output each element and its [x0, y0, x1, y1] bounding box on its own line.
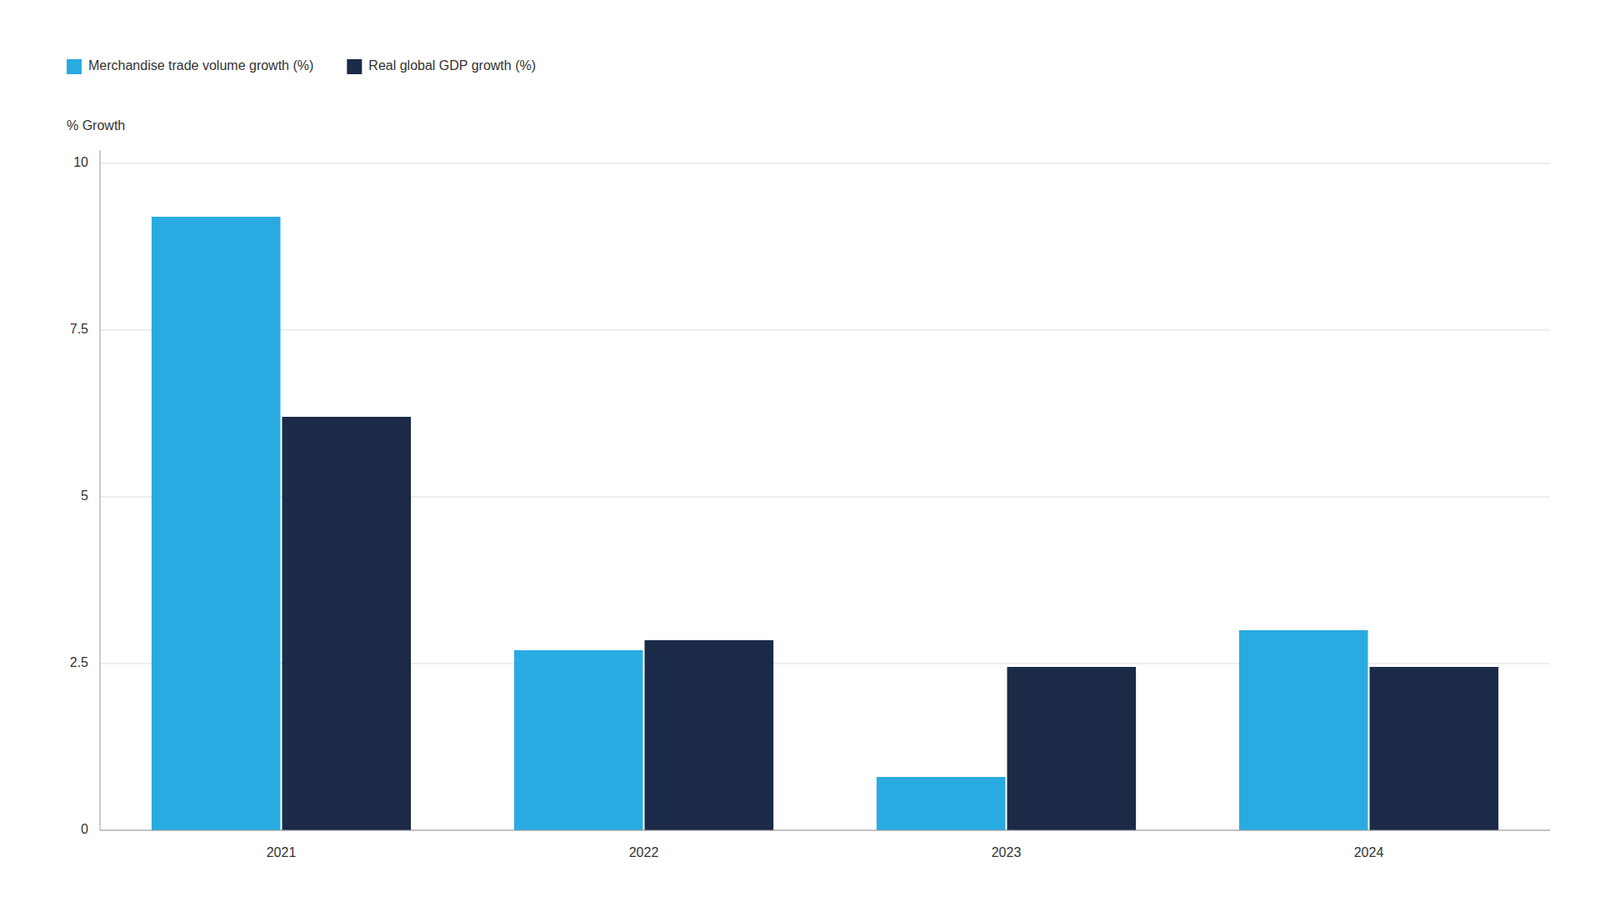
legend: Merchandise trade volume growth (%) Real … — [66, 58, 536, 75]
y-grid — [100, 163, 1550, 830]
y-axis-label: % Growth — [66, 118, 125, 133]
x-tick-label: 2022 — [629, 845, 660, 860]
bar — [1007, 666, 1137, 830]
chart: 0 2.5 5 7.5 10 2021 2022 2023 2024 % Growth Mercha… — [0, 0, 1600, 922]
grid-line — [100, 163, 1550, 165]
bar — [645, 640, 775, 830]
legend-label: Real global GDP growth (%) — [368, 58, 536, 73]
y-axis-line — [100, 150, 101, 830]
bar — [876, 776, 1006, 830]
chart-container: 0 2.5 5 7.5 10 2021 2022 2023 2024 % Growth Mercha… — [0, 0, 1600, 922]
legend-swatch — [66, 59, 82, 75]
x-tick-label: 2021 — [266, 845, 297, 860]
y-tick-label: 0 — [80, 821, 89, 836]
y-tick-label: 10 — [73, 155, 89, 170]
legend-swatch — [346, 59, 362, 75]
y-tick-label: 7.5 — [70, 321, 89, 336]
legend-item: Merchandise trade volume growth (%) — [66, 58, 314, 75]
x-tick-label: 2023 — [991, 845, 1022, 860]
legend-item: Real global GDP growth (%) — [346, 58, 536, 75]
grid-line — [100, 330, 1550, 331]
x-axis-line — [100, 830, 1550, 831]
legend-label: Merchandise trade volume growth (%) — [88, 58, 314, 73]
x-tick-label: 2024 — [1354, 845, 1385, 860]
y-tick-label: 2.5 — [70, 655, 89, 670]
bar — [514, 650, 644, 830]
bar — [151, 216, 281, 830]
y-tick-label: 5 — [80, 488, 89, 503]
grid-line — [100, 830, 1550, 831]
bar — [282, 416, 412, 830]
bars — [151, 216, 1499, 830]
bar — [1239, 630, 1369, 830]
bar — [1370, 666, 1500, 830]
